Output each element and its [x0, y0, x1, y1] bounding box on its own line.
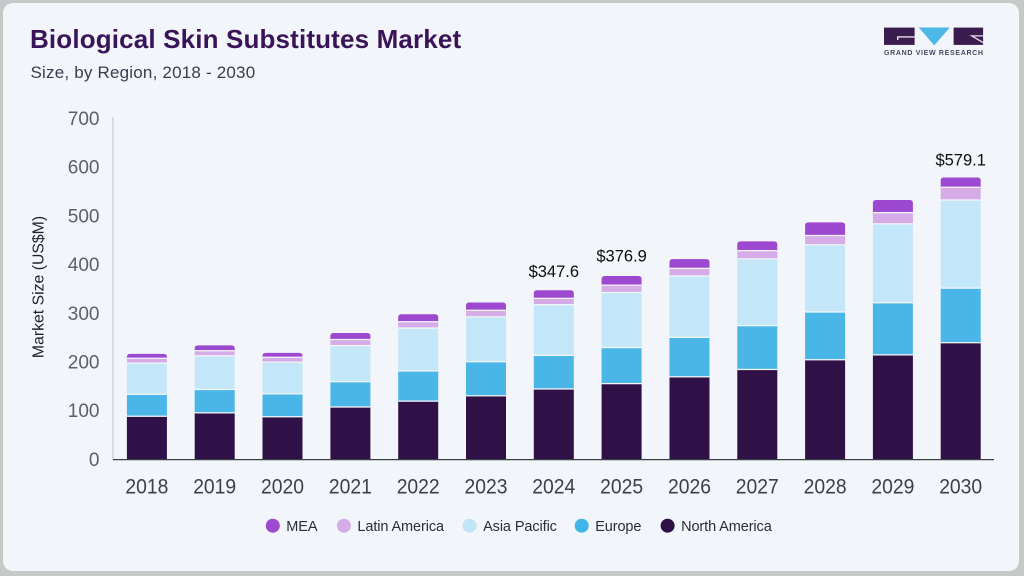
svg-text:Europe: Europe	[595, 519, 641, 535]
svg-text:2019: 2019	[193, 475, 236, 499]
svg-text:500: 500	[68, 206, 100, 227]
svg-text:2022: 2022	[397, 475, 440, 499]
svg-text:2029: 2029	[871, 475, 914, 499]
svg-text:2021: 2021	[329, 475, 372, 499]
svg-text:2027: 2027	[736, 475, 779, 499]
svg-text:700: 700	[68, 109, 100, 130]
svg-text:$376.9: $376.9	[596, 248, 646, 266]
svg-text:Asia Pacific: Asia Pacific	[483, 519, 557, 535]
svg-text:2024: 2024	[532, 475, 575, 499]
svg-text:$347.6: $347.6	[529, 263, 579, 281]
svg-text:2018: 2018	[125, 475, 168, 499]
svg-text:2023: 2023	[465, 475, 508, 499]
svg-text:300: 300	[68, 304, 100, 325]
svg-text:0: 0	[89, 450, 100, 471]
svg-text:100: 100	[68, 401, 100, 422]
svg-text:2028: 2028	[804, 475, 847, 499]
svg-text:$579.1: $579.1	[935, 152, 985, 170]
svg-text:2026: 2026	[668, 475, 711, 499]
svg-text:200: 200	[68, 353, 100, 374]
svg-text:2025: 2025	[600, 475, 643, 499]
svg-text:Market Size (US$M): Market Size (US$M)	[31, 216, 48, 358]
svg-text:Latin America: Latin America	[357, 519, 445, 535]
svg-text:MEA: MEA	[286, 519, 318, 535]
svg-text:400: 400	[68, 255, 100, 276]
svg-text:600: 600	[68, 158, 100, 179]
svg-text:2020: 2020	[261, 475, 304, 499]
svg-text:North America: North America	[681, 519, 773, 535]
svg-text:2030: 2030	[939, 475, 982, 499]
